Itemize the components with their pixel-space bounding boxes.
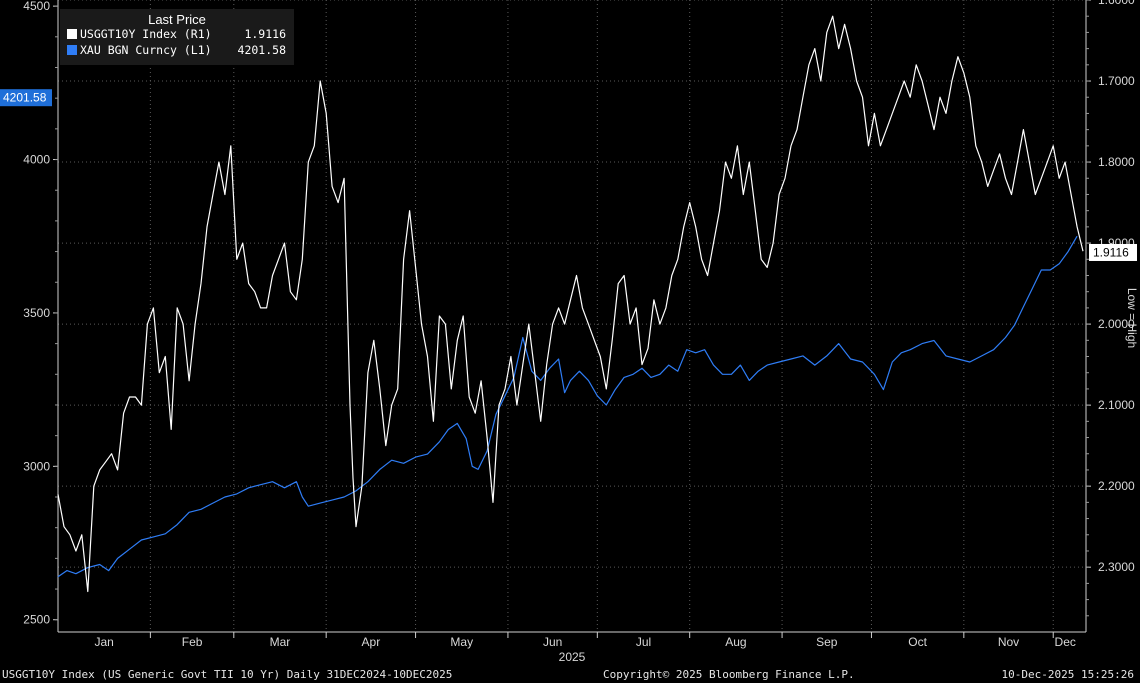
legend-entry-usggt10y: USGGT10Y Index (R1) 1.9116 xyxy=(67,27,294,43)
legend-swatch-blue xyxy=(67,45,77,55)
legend: Last Price USGGT10Y Index (R1) 1.9116 XAU… xyxy=(60,9,294,65)
xau-price-line xyxy=(57,235,1078,578)
legend-swatch-white xyxy=(67,29,77,39)
right-last-price-label: 1.9116 xyxy=(1093,245,1129,259)
footer-description: USGGT10Y Index (US Generic Govt TII 10 Y… xyxy=(2,668,453,681)
grid-lines xyxy=(58,0,1086,632)
legend-label: USGGT10Y Index (R1) xyxy=(80,27,212,41)
left-tick-label: 3500 xyxy=(23,306,50,320)
x-tick-label: Mar xyxy=(270,635,291,649)
x-tick-label: Jun xyxy=(543,635,562,649)
right-tick-label: 2.0000 xyxy=(1098,317,1135,331)
legend-title: Last Price xyxy=(148,12,206,27)
right-axis-annotation: Low = High xyxy=(1125,288,1139,348)
right-tick-label: 1.8000 xyxy=(1098,155,1135,169)
left-tick-label: 4000 xyxy=(23,153,50,167)
right-tick-label: 1.6000 xyxy=(1098,0,1135,7)
x-tick-label: Dec xyxy=(1055,635,1076,649)
right-tick-label: 2.1000 xyxy=(1098,398,1135,412)
right-tick-label: 1.7000 xyxy=(1098,74,1135,88)
x-tick-label: Sep xyxy=(816,635,838,649)
left-last-price-tag: 4201.58 xyxy=(0,89,52,107)
right-tick-label: 2.3000 xyxy=(1098,560,1135,574)
x-tick-label: Jul xyxy=(636,635,651,649)
x-tick-label: Apr xyxy=(362,635,381,649)
legend-label: XAU BGN Curncy (L1) xyxy=(80,43,212,57)
usggt10y-yield-line xyxy=(57,15,1084,593)
x-tick-label: May xyxy=(450,635,473,649)
series-layer xyxy=(57,15,1084,593)
x-tick-label: Aug xyxy=(725,635,746,649)
left-tick-label: 2500 xyxy=(23,613,50,627)
x-axis-ticks: Jan Feb Mar Apr May Jun Jul Aug Sep Oct Nov Dec xyxy=(95,632,1076,649)
x-axis-year-label: 2025 xyxy=(559,650,586,664)
left-axis-ticks: 2500 3000 3500 4000 4500 xyxy=(23,0,58,627)
footer-timestamp: 10-Dec-2025 15:25:26 xyxy=(1001,668,1134,681)
legend-entry-xau: XAU BGN Curncy (L1) 4201.58 xyxy=(67,43,294,59)
x-tick-label: Jan xyxy=(95,635,114,649)
footer-copyright: Copyright© 2025 Bloomberg Finance L.P. xyxy=(603,668,855,681)
right-tick-label: 2.2000 xyxy=(1098,479,1135,493)
x-tick-label: Feb xyxy=(182,635,203,649)
left-tick-label: 3000 xyxy=(23,459,50,473)
right-axis-ticks: 1.60001.70001.80001.90002.00002.10002.20… xyxy=(1086,0,1135,617)
right-last-price-tag: 1.9116 xyxy=(1089,243,1137,261)
legend-value: 1.9116 xyxy=(244,27,286,41)
x-tick-label: Oct xyxy=(908,635,927,649)
x-tick-label: Nov xyxy=(998,635,1019,649)
left-tick-label: 4500 xyxy=(23,0,50,13)
legend-value: 4201.58 xyxy=(237,43,286,57)
left-last-price-label: 4201.58 xyxy=(3,91,47,105)
